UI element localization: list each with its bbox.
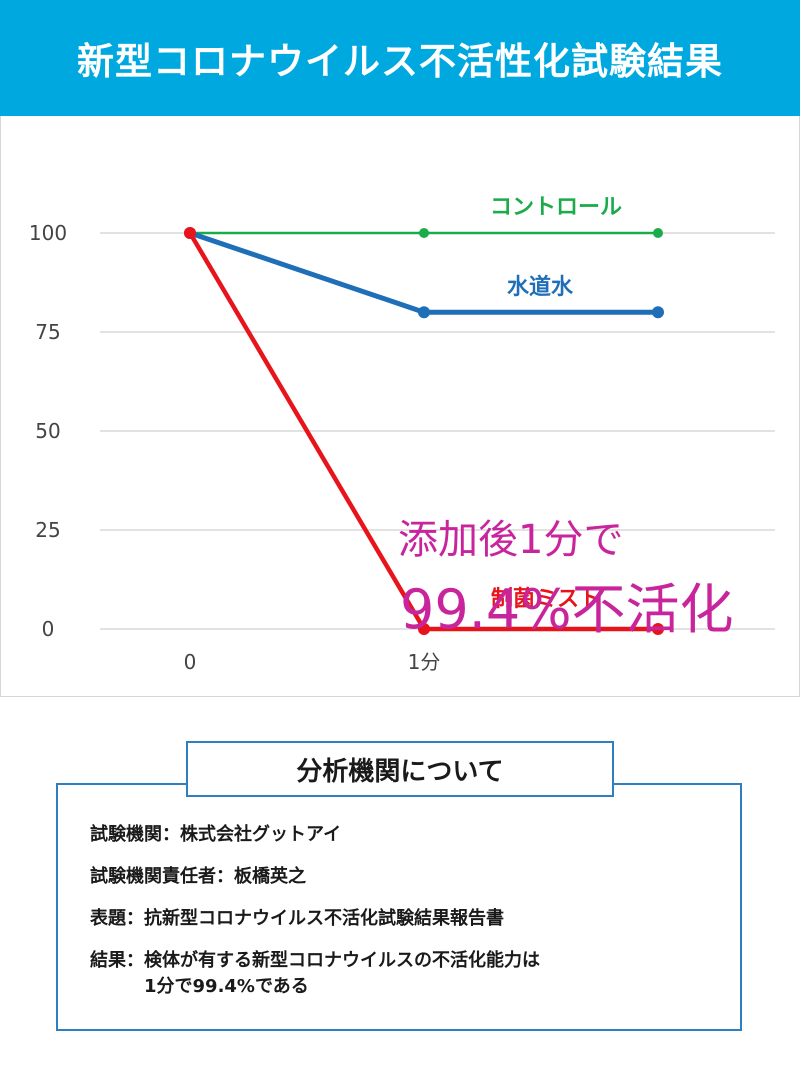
chart-series [184,227,664,635]
x-axis-ticks: 0 1分 [184,650,441,674]
chart-grid [100,232,775,630]
x-tick-label: 0 [184,650,197,674]
info-key: 試験機関： [90,824,180,845]
data-point [419,228,429,238]
series-label: 制菌ミスト [491,587,601,612]
info-list: 試験機関： 株式会社グットアイ 試験機関責任者： 板橋英之 表題： 抗新型コロナウイルス不… [90,822,730,1016]
info-value: 株式会社グットアイ [180,824,342,845]
info-value: 検体が有する新型コロナウイルスの不活化能力は 1分で99.4%である [144,950,540,997]
info-key: 結果： [90,950,144,971]
data-point [418,623,430,635]
data-point [652,306,664,319]
x-tick-label: 1分 [408,650,441,674]
annotation-line-1: 添加後1分で [398,517,623,563]
series-label: 水道水 [507,274,574,300]
info-row: 試験機関責任者： 板橋英之 [90,864,730,890]
y-tick-label: 100 [29,221,67,245]
header-banner: 新型コロナウイルス不活性化試験結果 [0,0,800,116]
y-tick-label: 75 [35,320,60,344]
y-axis-ticks: 0 25 50 75 100 [29,221,67,641]
data-point [652,623,664,635]
info-row: 表題： 抗新型コロナウイルス不活化試験結果報告書 [90,906,730,932]
info-heading: 分析機関について [186,741,614,797]
y-tick-label: 25 [35,518,60,542]
page-title: 新型コロナウイルス不活性化試験結果 [77,40,723,83]
info-value: 板橋英之 [234,866,306,887]
info-value: 抗新型コロナウイルス不活化試験結果報告書 [144,908,504,929]
chart-frame [0,116,800,697]
data-point [184,227,196,239]
info-row: 試験機関： 株式会社グットアイ [90,822,730,848]
data-point [418,306,430,319]
series-line-1 [189,230,658,315]
info-key: 表題： [90,908,144,929]
y-tick-label: 50 [35,419,60,443]
y-tick-label: 0 [42,617,55,641]
series-label: コントロール [490,195,622,220]
data-point [653,228,663,238]
info-key: 試験機関責任者： [90,866,234,887]
annotation-line-2: 99.4%不活化 [400,578,734,641]
info-box [56,783,742,1031]
info-row: 結果： 検体が有する新型コロナウイルスの不活化能力は 1分で99.4%である [90,948,730,1000]
